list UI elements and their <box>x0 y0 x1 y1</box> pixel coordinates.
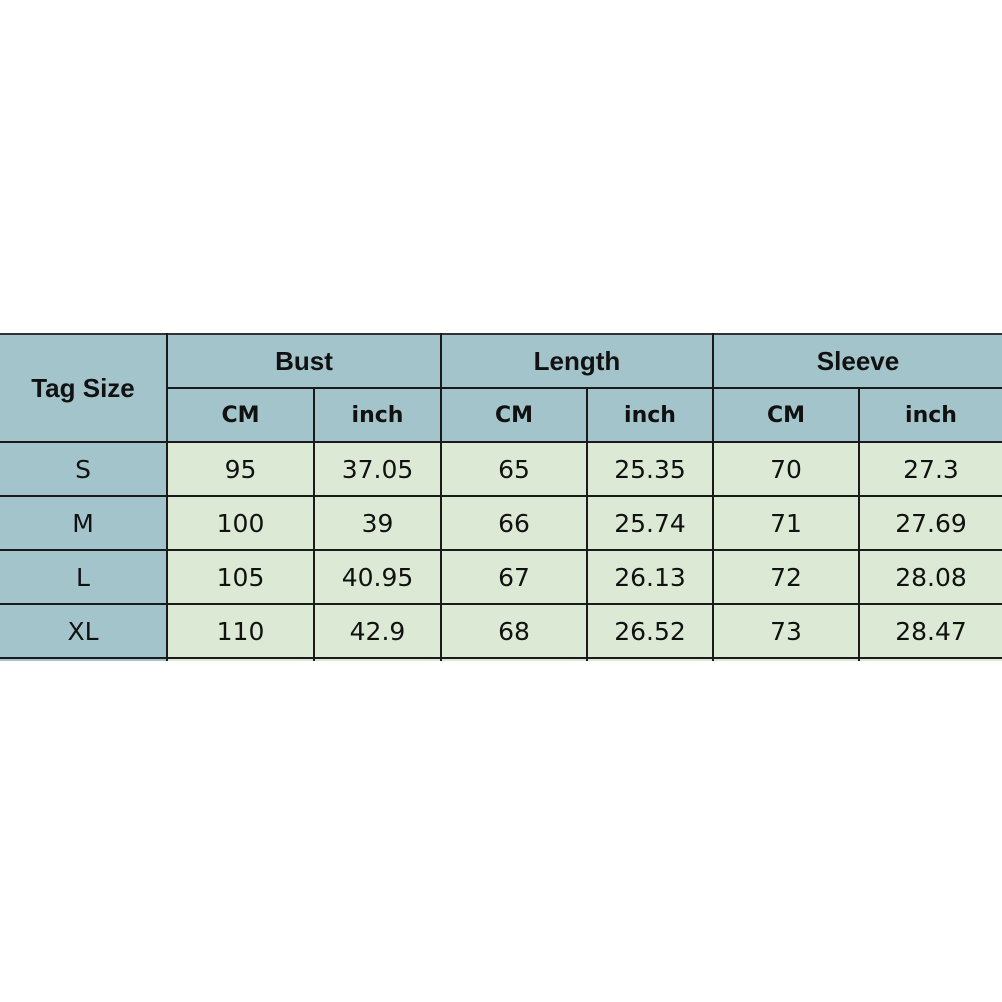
size-cell: M <box>0 495 168 551</box>
value-cell: 25.35 <box>586 441 714 497</box>
value-cell: 68 <box>440 603 588 659</box>
header-sleeve: Sleeve <box>712 333 1002 389</box>
table-row: S 95 37.05 65 25.35 70 27.3 <box>0 441 1002 497</box>
value-cell: 37.05 <box>313 441 442 497</box>
unit-header: inch <box>586 387 714 443</box>
header-tag-size: Tag Size <box>0 333 168 443</box>
value-cell: 42.9 <box>313 603 442 659</box>
value-cell: 28.08 <box>858 549 1002 605</box>
unit-header: inch <box>858 387 1002 443</box>
size-cell: XL <box>0 603 168 659</box>
value-cell: 27.69 <box>858 495 1002 551</box>
value-cell: 72 <box>712 549 860 605</box>
value-cell: 39 <box>313 495 442 551</box>
value-cell: 71 <box>712 495 860 551</box>
unit-header: CM <box>712 387 860 443</box>
header-bust: Bust <box>166 333 442 389</box>
value-cell: 28.47 <box>858 603 1002 659</box>
unit-header: inch <box>313 387 442 443</box>
size-cell: S <box>0 441 168 497</box>
size-cell: L <box>0 549 168 605</box>
header-length: Length <box>440 333 714 389</box>
value-cell: 26.13 <box>586 549 714 605</box>
value-cell: 67 <box>440 549 588 605</box>
value-cell: 25.74 <box>586 495 714 551</box>
value-cell: 66 <box>440 495 588 551</box>
table-row: M 100 39 66 25.74 71 27.69 <box>0 495 1002 551</box>
value-cell: 95 <box>166 441 315 497</box>
value-cell: 40.95 <box>313 549 442 605</box>
table-row: XL 110 42.9 68 26.52 73 28.47 <box>0 603 1002 659</box>
value-cell: 70 <box>712 441 860 497</box>
size-chart-table: Tag Size Bust Length Sleeve CM inch CM i… <box>0 333 1002 661</box>
value-cell: 65 <box>440 441 588 497</box>
value-cell: 73 <box>712 603 860 659</box>
table-row: L 105 40.95 67 26.13 72 28.08 <box>0 549 1002 605</box>
unit-header: CM <box>167 387 315 443</box>
value-cell: 105 <box>166 549 315 605</box>
value-cell: 26.52 <box>586 603 714 659</box>
unit-header: CM <box>440 387 588 443</box>
value-cell: 100 <box>166 495 315 551</box>
value-cell: 110 <box>166 603 315 659</box>
value-cell: 27.3 <box>858 441 1002 497</box>
